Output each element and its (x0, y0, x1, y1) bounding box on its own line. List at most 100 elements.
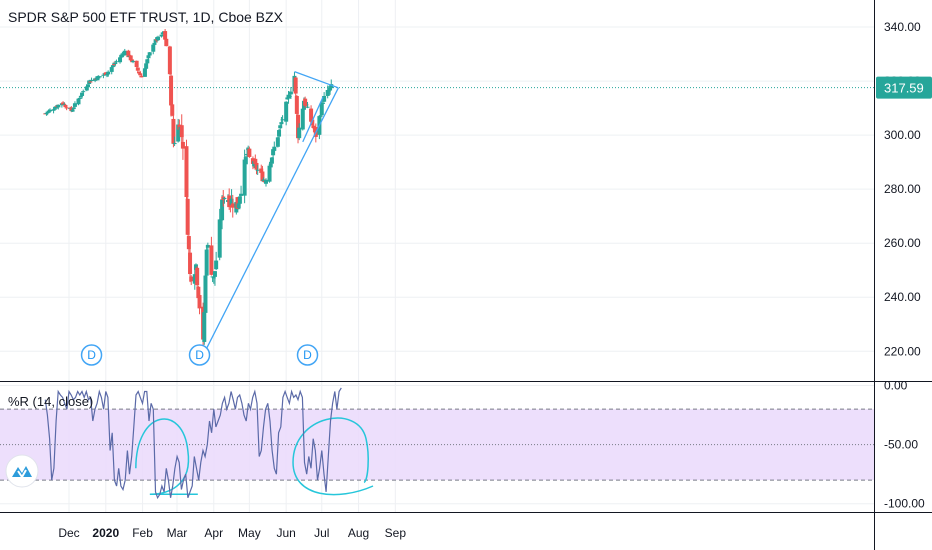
candle (284, 101, 289, 126)
candle-body (188, 252, 193, 275)
last-price-badge: 317.59 (876, 76, 932, 99)
candle-body (172, 143, 177, 145)
candle-body (118, 57, 123, 63)
candle (144, 62, 149, 70)
candle-body (235, 197, 240, 209)
hand-drawn-annotations[interactable] (135, 417, 374, 496)
time-tick-label[interactable]: Jun (276, 526, 295, 540)
candle-body (255, 169, 260, 171)
candle-body (69, 107, 74, 112)
williams-r-band-lines (0, 408, 874, 481)
candle-body (46, 110, 51, 113)
dividend-marker[interactable]: D (296, 344, 319, 366)
candle-body (303, 98, 308, 106)
time-tick-label[interactable]: Aug (348, 526, 369, 540)
candle (197, 289, 202, 315)
indicator-tick-label[interactable]: -50.00 (884, 438, 918, 452)
candle (277, 128, 282, 142)
candle (153, 37, 158, 45)
candle (230, 194, 235, 218)
candle (164, 37, 169, 47)
candle (288, 86, 293, 99)
candle (189, 275, 194, 286)
price-candles (43, 29, 334, 348)
candle-body (197, 295, 202, 309)
time-tick-label[interactable]: Mar (167, 526, 188, 540)
candle (131, 59, 136, 64)
trendline[interactable] (294, 70, 339, 89)
annotation-curve[interactable] (292, 417, 374, 496)
trendlines[interactable] (202, 70, 339, 356)
candle-body (296, 114, 301, 139)
candle (209, 236, 214, 276)
logo[interactable] (5, 454, 39, 488)
candle-body (220, 199, 225, 221)
time-tick-label[interactable]: Jul (314, 526, 329, 540)
price-tick-label[interactable]: 280.00 (884, 182, 921, 196)
candle-body (209, 245, 214, 275)
candle-body (77, 97, 82, 99)
price-tick-label[interactable]: 340.00 (884, 20, 921, 34)
price-tick-label[interactable]: 220.00 (884, 344, 921, 358)
time-tick-label[interactable]: Dec (58, 526, 79, 540)
time-tick-label[interactable]: May (238, 526, 261, 540)
indicator-axis-labels[interactable]: 0.00 -50.00 -100.00 (884, 379, 925, 511)
candle-body (171, 118, 176, 144)
candle (243, 155, 248, 168)
candle-body (106, 71, 111, 75)
candle-body (138, 73, 143, 76)
candle-body (211, 277, 216, 279)
time-tick-label[interactable]: Apr (204, 526, 223, 540)
candle (188, 244, 193, 283)
candle-body (320, 102, 325, 104)
candle (325, 85, 330, 99)
time-tick-label[interactable]: Sep (385, 526, 407, 540)
candle (260, 165, 265, 182)
dividend-marker[interactable]: D (188, 344, 211, 366)
candle-body (53, 106, 58, 109)
price-axis-labels[interactable]: 340.00320.00300.00280.00260.00240.00220.… (884, 20, 921, 358)
candle-body (163, 31, 168, 40)
candle-body (144, 63, 149, 69)
candle-body (236, 203, 241, 209)
indicator-tick-label[interactable]: -100.00 (884, 497, 925, 511)
candle (64, 105, 69, 111)
candle (229, 189, 234, 207)
time-axis-labels[interactable]: Dec 2020 Feb Mar Apr May Jun Jul Aug Sep (58, 526, 406, 540)
price-tick-label[interactable]: 240.00 (884, 290, 921, 304)
price-tick-label[interactable]: 300.00 (884, 128, 921, 142)
candle-body (61, 102, 66, 105)
candle-body (76, 98, 81, 105)
candle-body (179, 125, 184, 138)
time-tick-label[interactable]: 2020 (92, 526, 119, 540)
candle-body (51, 109, 56, 111)
candle (227, 188, 232, 210)
trendline[interactable] (302, 97, 324, 143)
candle-body (122, 50, 127, 56)
candle (63, 103, 68, 108)
candle (78, 95, 83, 98)
time-tick-label[interactable]: Feb (132, 526, 153, 540)
candle-body (222, 197, 227, 199)
candle-body (129, 59, 134, 62)
candle-body (131, 60, 136, 63)
candle (204, 244, 209, 279)
dividend-marker[interactable]: D (80, 344, 103, 366)
candle (89, 77, 94, 82)
annotation-curve[interactable] (135, 418, 198, 496)
candle-body (275, 137, 280, 147)
price-tick-label[interactable]: 260.00 (884, 236, 921, 250)
candle-body (169, 75, 174, 106)
candle (211, 277, 216, 284)
trendline[interactable] (202, 87, 339, 356)
candle-body (109, 67, 114, 72)
candle-body (104, 74, 109, 76)
candle (184, 139, 189, 208)
candle (48, 108, 53, 113)
candle-body (52, 108, 57, 110)
candle (303, 96, 308, 108)
candle-body (70, 109, 75, 112)
logo-icon-stroke (17, 469, 27, 479)
indicator-tick-label[interactable]: 0.00 (884, 379, 908, 393)
